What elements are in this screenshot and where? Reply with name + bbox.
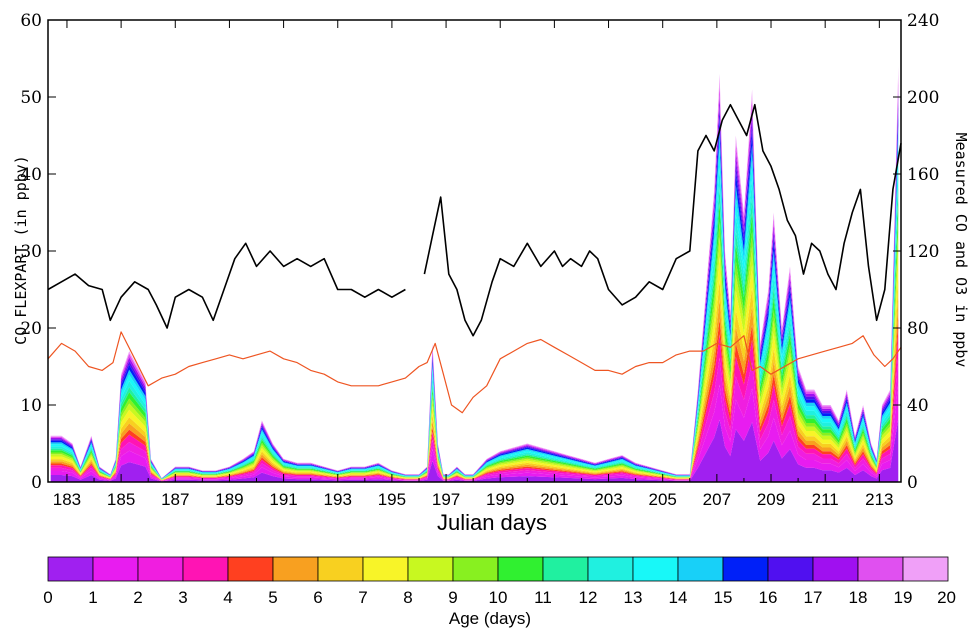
tick-labels: 183 185 187 189 191 193 195 197 199 201 203 205 207 2…: [20, 11, 939, 509]
colorbar-tick-label-4: 4: [223, 588, 232, 607]
colorbar-swatch-4: [227, 556, 274, 582]
x-tick-label-7: 197: [432, 490, 460, 509]
colorbar-tick-label-15: 15: [714, 588, 733, 607]
y-right-tick-label-6: 240: [907, 11, 939, 31]
colorbar-swatch-1: [92, 556, 139, 582]
colorbar-swatch-7: [362, 556, 409, 582]
colorbar-tick-label-17: 17: [804, 588, 823, 607]
colorbar-swatch-9: [452, 556, 499, 582]
measured-co-line: [47, 103, 902, 337]
colorbar-tick-label-3: 3: [178, 588, 187, 607]
colorbar-tick-label-7: 7: [358, 588, 367, 607]
x-tick-label-4: 191: [269, 490, 297, 509]
y-left-tick-label-6: 60: [20, 11, 42, 31]
x-tick-label-1: 185: [107, 490, 135, 509]
colorbar-tick-label-11: 11: [534, 588, 552, 607]
y-left-tick-label-1: 10: [20, 396, 42, 416]
colorbar-swatch-0: [47, 556, 94, 582]
axis-ticks: [48, 19, 901, 483]
colorbar-tick-label-20: 20: [937, 588, 956, 607]
colorbar-swatch-16: [767, 556, 814, 582]
x-tick-label-11: 205: [649, 490, 677, 509]
x-tick-label-0: 183: [53, 490, 81, 509]
y-left-tick-label-0: 0: [31, 473, 42, 493]
x-tick-label-9: 201: [540, 490, 568, 509]
colorbar-swatch-2: [137, 556, 184, 582]
x-tick-label-5: 193: [324, 490, 352, 509]
y-right-tick-label-3: 120: [907, 242, 939, 262]
colorbar-label: Age (days): [449, 609, 531, 628]
colorbar-swatch-15: [722, 556, 769, 582]
colorbar-tick-label-6: 6: [313, 588, 322, 607]
colorbar-swatch-5: [272, 556, 319, 582]
colorbar-swatch-3: [182, 556, 229, 582]
measured-o3-line: [47, 331, 902, 414]
x-axis-label: Julian days: [437, 510, 547, 535]
x-tick-label-14: 211: [812, 490, 839, 509]
colorbar-tick-label-5: 5: [268, 588, 277, 607]
colorbar-swatch-11: [542, 556, 589, 582]
colorbar-swatch-19: [902, 556, 949, 582]
colorbar-tick-label-9: 9: [448, 588, 457, 607]
y-left-tick-label-4: 40: [20, 165, 42, 185]
y-left-tick-label-5: 50: [20, 88, 42, 108]
colorbar-swatch-18: [857, 556, 904, 582]
colorbar-tick-label-16: 16: [759, 588, 778, 607]
colorbar-tick-label-1: 1: [88, 588, 97, 607]
age-layers: [50, 66, 899, 482]
x-tick-label-10: 203: [594, 490, 622, 509]
colorbar-tick-label-2: 2: [133, 588, 142, 607]
x-tick-label-8: 199: [486, 490, 514, 509]
y-right-tick-label-5: 200: [907, 88, 939, 108]
x-tick-label-6: 195: [378, 490, 406, 509]
age-colorbar: 0 1 2 3 4 5 6 7 8 9 10 11 12 13 14 15 16 17 18 19 20: [43, 556, 956, 607]
colorbar-tick-label-19: 19: [894, 588, 913, 607]
x-tick-label-12: 207: [703, 490, 731, 509]
colorbar-tick-label-14: 14: [669, 588, 688, 607]
colorbar-swatch-12: [587, 556, 634, 582]
colorbar-swatch-8: [407, 556, 454, 582]
y-right-tick-label-0: 0: [907, 473, 918, 493]
colorbar-swatch-17: [812, 556, 859, 582]
colorbar-swatch-10: [497, 556, 544, 582]
series-lines: [47, 103, 902, 414]
y-axis-label-right: Measured CO and O3 in ppbv: [952, 133, 970, 368]
colorbar-swatch-14: [677, 556, 724, 582]
y-left-tick-label-3: 30: [20, 242, 42, 262]
colorbar-tick-label-10: 10: [489, 588, 508, 607]
x-tick-label-3: 189: [215, 490, 243, 509]
colorbar-tick-label-0: 0: [43, 588, 52, 607]
y-right-tick-label-4: 160: [907, 165, 939, 185]
colorbar-tick-label-13: 13: [624, 588, 643, 607]
x-tick-label-2: 187: [161, 490, 189, 509]
colorbar-tick-label-18: 18: [849, 588, 868, 607]
colorbar-tick-label-12: 12: [579, 588, 598, 607]
y-right-tick-label-1: 40: [907, 396, 929, 416]
y-right-tick-label-2: 80: [907, 319, 929, 339]
age-layer-0: [50, 418, 899, 482]
colorbar-swatch-6: [317, 556, 364, 582]
y-axis-label-left: CO FLEXPART (in ppbv): [12, 155, 30, 345]
y-left-tick-label-2: 20: [20, 319, 42, 339]
colorbar-tick-label-8: 8: [403, 588, 412, 607]
x-tick-label-15: 213: [865, 490, 893, 509]
colorbar-swatch-13: [632, 556, 679, 582]
x-tick-label-13: 209: [757, 490, 785, 509]
